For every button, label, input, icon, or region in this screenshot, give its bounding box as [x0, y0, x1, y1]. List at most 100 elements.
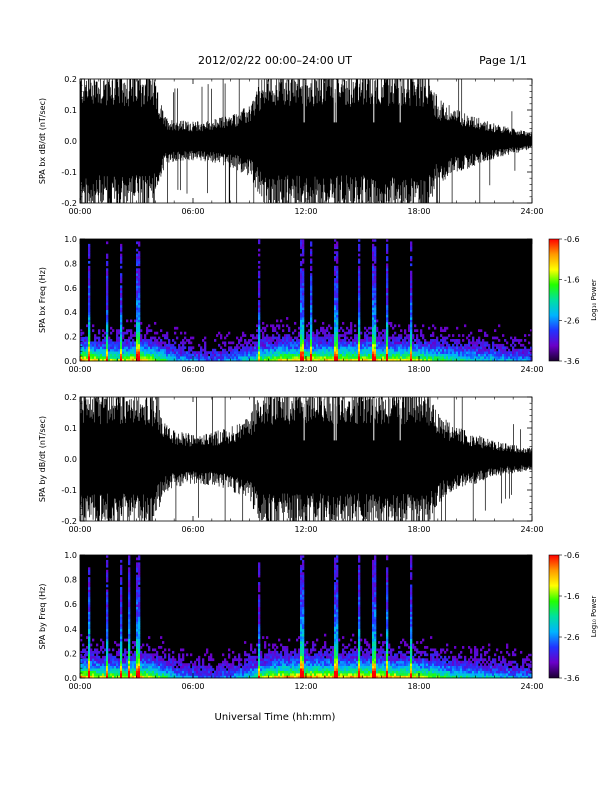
spectrogram-cell	[332, 663, 335, 666]
spectrogram-cell	[432, 346, 435, 350]
spectrogram-cell	[120, 631, 123, 635]
spectrogram-cell	[300, 648, 303, 652]
spectrogram-cell	[392, 343, 395, 347]
spectrogram-cell	[120, 307, 123, 311]
spectrogram-cell	[358, 641, 361, 644]
spectrogram-cell	[528, 348, 531, 352]
spectrogram-cell	[418, 339, 421, 342]
spectrogram-cell	[274, 663, 277, 666]
spectrogram-cell	[252, 356, 255, 359]
spectrogram-cell	[336, 611, 339, 615]
spectrogram-cell	[120, 628, 123, 632]
spectrogram-cell	[230, 668, 233, 671]
spectrogram-cell	[272, 675, 275, 679]
spectrogram-cell	[372, 312, 375, 315]
spectrogram-cell	[512, 339, 515, 342]
spectrogram-cell	[302, 326, 305, 330]
spectrogram-cell	[106, 596, 109, 600]
spectrogram-cell	[118, 670, 121, 674]
spectrogram-cell	[128, 591, 131, 595]
spectrogram-cell	[180, 658, 183, 662]
spectrogram-cell	[506, 358, 509, 362]
spectrogram-cell	[86, 348, 89, 352]
spectrogram-cell	[138, 309, 141, 313]
spectrogram-cell	[328, 660, 331, 664]
spectrogram-cell	[148, 663, 151, 666]
spectrogram-cell	[386, 326, 389, 330]
spectrogram-cell	[396, 336, 399, 340]
spectrogram-cell	[156, 660, 159, 664]
spectrogram-cell	[146, 356, 149, 359]
spectrogram-cell	[426, 358, 429, 362]
spectrogram-cell	[100, 663, 103, 666]
spectrogram-cell	[106, 572, 109, 575]
spectrogram-cell	[112, 356, 115, 359]
spectrogram-cell	[236, 668, 239, 671]
spectrogram-cell	[146, 358, 149, 362]
spectrogram-cell	[420, 343, 423, 347]
spectrogram-cell	[376, 329, 379, 333]
spectrogram-cell	[318, 658, 321, 662]
spectrogram-cell	[172, 351, 175, 354]
spectrogram-cell	[300, 614, 303, 617]
spectrogram-cell	[120, 246, 123, 250]
spectrogram-cell	[346, 670, 349, 674]
spectrogram-cell	[302, 329, 305, 333]
spectrogram-cell	[374, 297, 377, 301]
spectrogram-cell	[326, 660, 329, 664]
spectrogram-cell	[264, 339, 267, 342]
spectrogram-cell	[284, 334, 287, 337]
spectrogram-cell	[248, 348, 251, 352]
spectrogram-cell	[412, 353, 415, 357]
spectrogram-cell	[302, 582, 305, 585]
spectrogram-cell	[136, 260, 139, 264]
spectrogram-cell	[288, 638, 291, 642]
spectrogram-cell	[442, 351, 445, 354]
spectrogram-cell	[160, 339, 163, 342]
x-tick-label: 12:00	[294, 207, 317, 216]
spectrogram-cell	[514, 351, 517, 354]
spectrogram-cell	[338, 348, 341, 352]
spectrogram-cell	[156, 356, 159, 359]
spectrogram-cell	[474, 351, 477, 354]
spectrogram-cell	[300, 569, 303, 573]
spectrogram-cell	[352, 648, 355, 652]
spectrogram-cell	[238, 351, 241, 354]
spectrogram-cell	[386, 278, 389, 281]
spectrogram-cell	[128, 579, 131, 583]
spectrogram-cell	[236, 356, 239, 359]
spectrogram-cell	[218, 356, 221, 359]
spectrogram-cell	[312, 660, 315, 664]
spectrogram-cell	[260, 329, 263, 333]
spectrogram-cell	[182, 668, 185, 671]
spectrogram-cell	[144, 334, 147, 337]
spectrogram-cell	[100, 351, 103, 354]
spectrogram-cell	[122, 665, 125, 669]
spectrogram-cell	[126, 331, 129, 335]
spectrogram-cell	[296, 339, 299, 342]
spectrogram-cell	[322, 653, 325, 657]
spectrogram-cell	[372, 263, 375, 267]
spectrogram-cell	[406, 353, 409, 357]
spectrogram-cell	[368, 665, 371, 669]
spectrogram-cell	[80, 670, 83, 674]
spectrogram-cell	[336, 591, 339, 595]
spectrogram-cell	[128, 351, 131, 354]
spectrogram-cell	[408, 351, 411, 354]
spectrogram-cell	[120, 586, 123, 590]
spectrogram-cell	[212, 353, 215, 357]
spectrogram-cell	[116, 358, 119, 362]
spectrogram-cell	[300, 584, 303, 588]
spectrogram-cell	[162, 660, 165, 664]
spectrogram-cell	[272, 665, 275, 669]
spectrogram-cell	[136, 287, 139, 291]
spectrogram-cell	[90, 348, 93, 352]
spectrogram-cell	[242, 358, 245, 362]
spectrogram-cell	[120, 336, 123, 340]
spectrogram-cell	[138, 577, 141, 580]
spectrogram-cell	[88, 251, 91, 254]
spectrogram-cell	[310, 663, 313, 666]
spectrogram-cell	[160, 655, 163, 659]
spectrogram-cell	[362, 341, 365, 345]
spectrogram-cell	[268, 346, 271, 350]
